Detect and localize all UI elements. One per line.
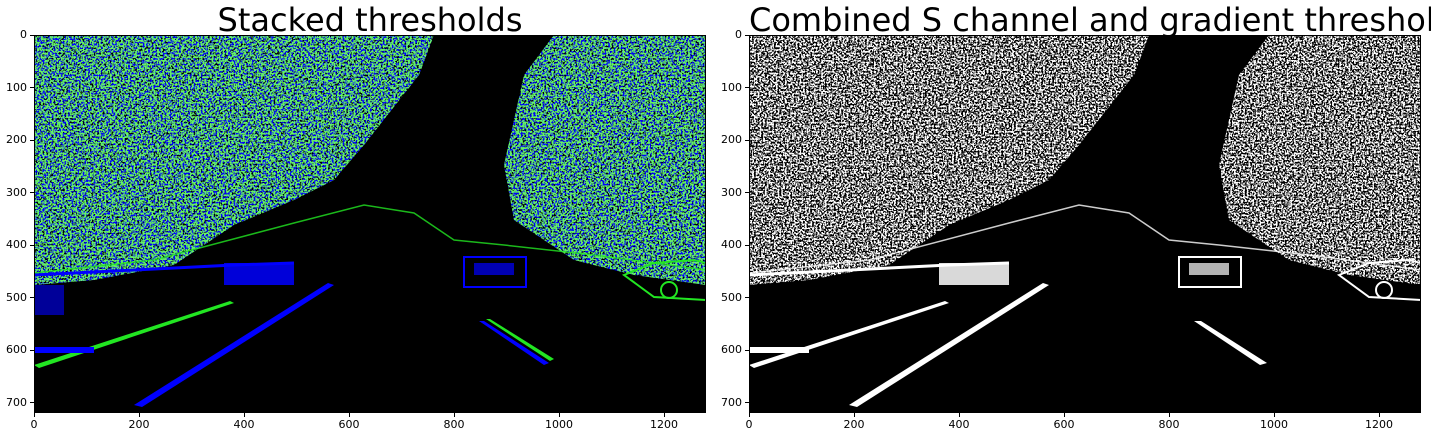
x-tick-label: 800 <box>1158 418 1180 431</box>
x-tick <box>558 413 560 417</box>
y-tick <box>745 87 749 88</box>
x-tick-label: 0 <box>30 418 38 431</box>
x-tick-label: 200 <box>128 418 150 431</box>
x-tick <box>453 413 455 417</box>
x-tick-label: 400 <box>948 418 970 431</box>
y-tick-label: 300 <box>6 185 27 199</box>
x-tick-label: 0 <box>745 418 753 431</box>
y-tick-label: 100 <box>721 80 742 94</box>
y-tick <box>745 139 749 141</box>
x-tick-label: 400 <box>233 418 255 431</box>
image-axes: 0 200 400 600 800 1000 1200 0 100 200 300 400 500 600… <box>6 29 706 431</box>
y-tick <box>745 349 749 351</box>
y-tick-label: 700 <box>6 395 27 409</box>
y-tick <box>745 34 749 36</box>
x-tick-label: 600 <box>1053 418 1075 431</box>
x-tick <box>33 413 35 417</box>
y-tick <box>745 244 749 246</box>
threshold-image <box>34 35 706 413</box>
threshold-image <box>749 35 1421 413</box>
y-tick <box>30 244 34 246</box>
image-axes: 0 200 400 600 800 1000 1200 0 100 200 300 400 500 600… <box>721 29 1421 431</box>
y-tick <box>30 192 34 193</box>
y-tick <box>745 402 749 403</box>
y-tick <box>30 139 34 141</box>
y-tick-label: 200 <box>721 133 742 146</box>
y-tick <box>30 34 34 36</box>
x-tick-label: 1000 <box>1260 418 1288 431</box>
panel-title: Stacked thresholds <box>217 1 523 39</box>
x-tick <box>1273 413 1275 417</box>
y-tick <box>30 349 34 351</box>
y-tick-label: 500 <box>721 290 742 304</box>
x-tick <box>138 413 140 417</box>
y-tick <box>30 297 34 298</box>
panel-combined-thresholds: Combined S channel and gradient threshol… <box>715 0 1431 438</box>
y-tick <box>745 297 749 298</box>
x-tick <box>1378 413 1380 417</box>
y-tick-label: 500 <box>6 290 27 304</box>
x-tick <box>1168 413 1170 417</box>
x-tick-label: 600 <box>338 418 360 431</box>
x-tick <box>958 413 960 417</box>
x-tick-label: 1200 <box>1365 418 1393 431</box>
x-tick-label: 1200 <box>650 418 678 431</box>
y-tick <box>30 402 34 403</box>
x-tick-label: 1000 <box>545 418 573 431</box>
y-tick-label: 300 <box>721 185 742 199</box>
y-tick-label: 200 <box>6 133 27 146</box>
x-tick <box>1063 413 1065 417</box>
y-tick <box>30 87 34 88</box>
x-tick <box>243 413 245 417</box>
y-tick-label: 700 <box>721 395 742 409</box>
x-tick <box>348 413 350 417</box>
y-tick-label: 100 <box>6 80 27 94</box>
x-tick-label: 200 <box>843 418 865 431</box>
x-tick <box>748 413 750 417</box>
panel-stacked-thresholds: Stacked thresholds <box>0 0 715 438</box>
y-tick-label: 600 <box>721 343 742 356</box>
y-tick-label: 0 <box>20 28 27 41</box>
panel-title: Combined S channel and gradient threshol… <box>749 1 1431 39</box>
y-tick <box>745 192 749 193</box>
x-tick <box>853 413 855 417</box>
y-tick-label: 400 <box>721 238 742 251</box>
y-tick-label: 0 <box>735 28 742 41</box>
x-tick <box>663 413 665 417</box>
y-tick-label: 600 <box>6 343 27 356</box>
x-tick-label: 800 <box>443 418 465 431</box>
y-tick-label: 400 <box>6 238 27 251</box>
